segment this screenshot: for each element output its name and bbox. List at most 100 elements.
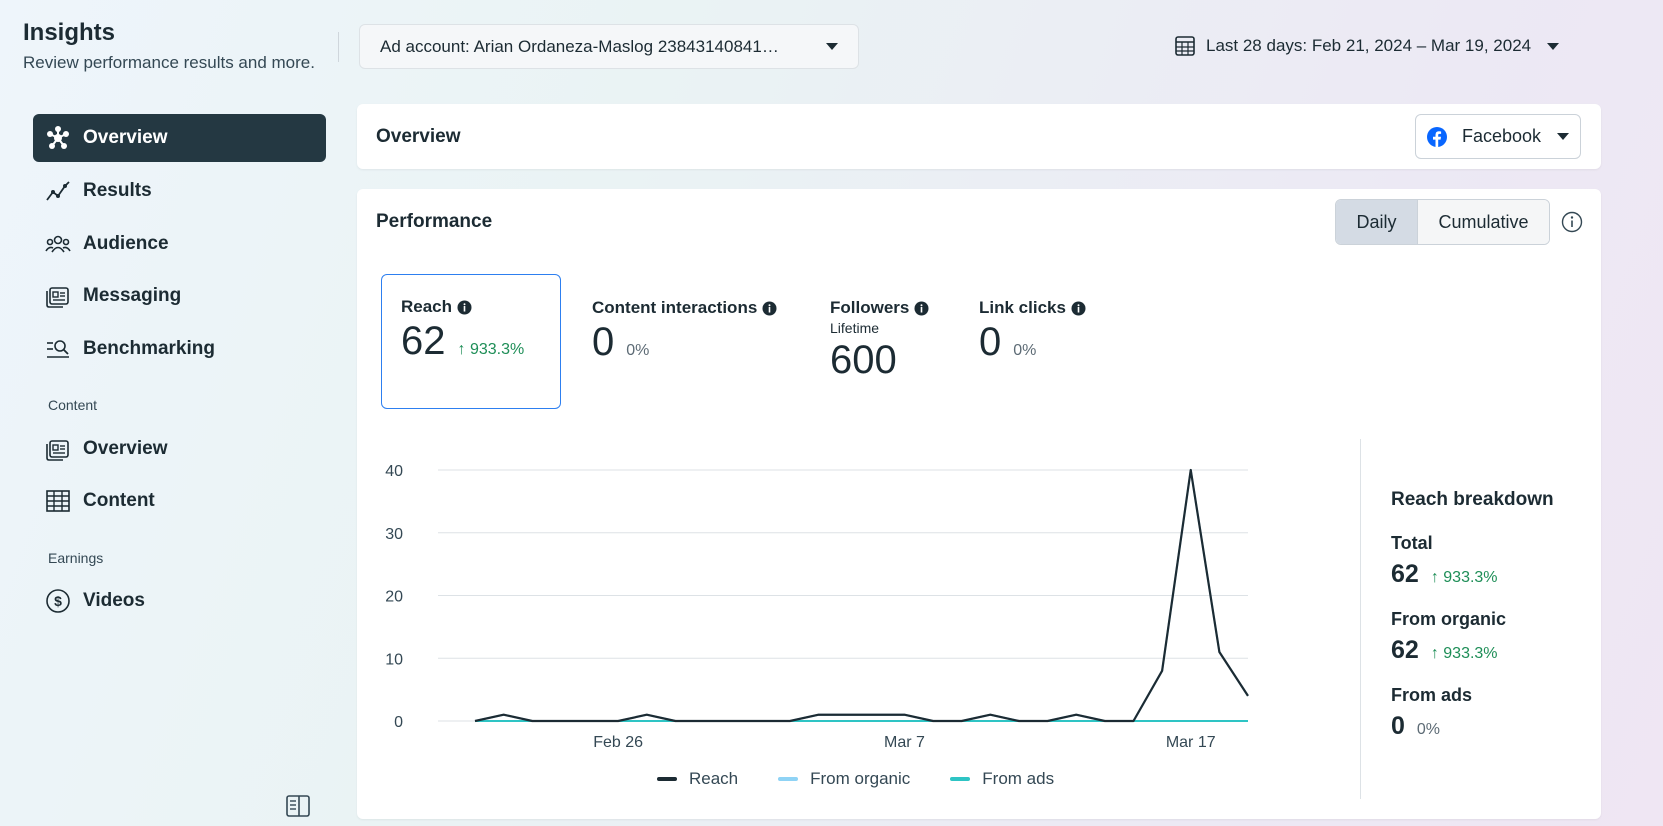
platform-label: Facebook	[1462, 126, 1542, 146]
metric-label: Reach	[401, 297, 453, 316]
sidebar-section-earnings: Earnings	[48, 550, 104, 566]
chart-legend: Reach From organic From ads	[657, 769, 1094, 789]
series-line-reach	[474, 468, 1249, 723]
collapse-sidebar-icon[interactable]	[286, 795, 310, 817]
metric-label: Followers	[830, 298, 910, 317]
sidebar-item-content-overview[interactable]: Overview	[33, 425, 326, 473]
sidebar-item-messaging[interactable]: Messaging	[33, 272, 326, 320]
breakdown-total-value: 62	[1391, 560, 1419, 588]
reach-breakdown: Reach breakdown Total 62 ↑ 933.3% From o…	[1391, 489, 1591, 761]
breakdown-divider	[1360, 439, 1361, 799]
breakdown-organic-value: 62	[1391, 636, 1419, 664]
chevron-down-icon	[826, 43, 838, 50]
info-icon[interactable]	[762, 301, 777, 316]
metric-value: 600	[830, 338, 897, 382]
facebook-logo-icon	[1427, 126, 1447, 147]
daily-button[interactable]: Daily	[1336, 200, 1417, 244]
breakdown-total-delta: ↑ 933.3%	[1430, 569, 1498, 586]
y-tick-label: 40	[385, 463, 403, 480]
metric-value: 62	[401, 319, 446, 363]
breakdown-total-label: Total	[1391, 533, 1433, 553]
sidebar-item-videos[interactable]: $ Videos	[33, 577, 326, 625]
cumulative-button[interactable]: Cumulative	[1417, 200, 1549, 244]
legend-item-organic[interactable]: From organic	[778, 769, 910, 789]
messaging-icon	[45, 283, 71, 309]
date-range-label: Last 28 days: Feb 21, 2024 – Mar 19, 202…	[1206, 36, 1532, 55]
dollar-icon: $	[45, 588, 71, 614]
info-icon[interactable]	[457, 300, 472, 315]
metric-content-interactions[interactable]: Content interactions 0 0%	[592, 298, 777, 364]
metric-value: 0	[592, 320, 615, 364]
calendar-icon	[1175, 36, 1195, 56]
legend-label: From ads	[982, 769, 1055, 788]
daily-cumulative-toggle: Daily Cumulative	[1335, 199, 1550, 245]
sidebar-item-overview[interactable]: Overview	[33, 114, 326, 162]
metric-reach[interactable]: Reach 62 ↑ 933.3%	[381, 274, 561, 409]
breakdown-organic-delta: ↑ 933.3%	[1430, 645, 1498, 662]
legend-swatch	[657, 777, 677, 781]
y-tick-label: 0	[394, 714, 403, 731]
metric-delta: 0%	[626, 342, 650, 359]
overview-card: Overview Facebook	[357, 104, 1601, 169]
info-icon[interactable]	[914, 301, 929, 316]
y-tick-label: 20	[385, 589, 403, 606]
ad-account-dropdown[interactable]: Ad account: Arian Ordaneza-Maslog 238431…	[359, 24, 859, 69]
performance-card: Performance Daily Cumulative Reach 62 ↑ …	[357, 189, 1601, 819]
x-tick-label: Mar 7	[884, 734, 925, 751]
chevron-down-icon	[1547, 42, 1560, 50]
x-tick-label: Mar 17	[1166, 734, 1216, 751]
metric-followers[interactable]: Followers Lifetime 600	[830, 298, 929, 382]
info-icon[interactable]	[1561, 211, 1583, 233]
legend-item-reach[interactable]: Reach	[657, 769, 738, 789]
table-icon	[45, 488, 71, 514]
sidebar-item-label: Benchmarking	[83, 338, 215, 359]
sidebar-item-label: Overview	[83, 438, 168, 459]
breakdown-ads-label: From ads	[1391, 685, 1473, 705]
overview-card-title: Overview	[376, 126, 461, 147]
performance-title: Performance	[376, 211, 493, 232]
info-icon[interactable]	[1071, 301, 1086, 316]
svg-text:$: $	[54, 593, 62, 609]
benchmarking-icon	[45, 336, 71, 362]
chevron-down-icon	[1557, 133, 1570, 140]
metric-label: Link clicks	[979, 298, 1066, 317]
ad-account-label: Ad account: Arian Ordaneza-Maslog 238431…	[380, 36, 779, 56]
sidebar-item-label: Videos	[83, 590, 145, 611]
y-tick-label: 30	[385, 526, 403, 543]
overview-icon	[45, 125, 71, 151]
sidebar-item-label: Overview	[83, 127, 168, 148]
sidebar-section-content: Content	[48, 397, 98, 413]
y-tick-label: 10	[385, 651, 403, 668]
breakdown-organic-label: From organic	[1391, 609, 1507, 629]
sidebar-item-results[interactable]: Results	[33, 167, 326, 215]
content-overview-icon	[45, 436, 71, 462]
metric-link-clicks[interactable]: Link clicks 0 0%	[979, 298, 1086, 364]
legend-label: Reach	[689, 769, 739, 788]
sidebar-item-content[interactable]: Content	[33, 477, 326, 525]
metric-delta: ↑ 933.3%	[457, 341, 525, 358]
date-range-dropdown[interactable]: Last 28 days: Feb 21, 2024 – Mar 19, 202…	[1174, 30, 1560, 62]
sidebar-item-label: Content	[83, 490, 155, 511]
legend-swatch	[778, 777, 799, 781]
platform-dropdown[interactable]: Facebook	[1415, 114, 1581, 159]
breakdown-title: Reach breakdown	[1391, 489, 1554, 510]
page-title: Insights	[23, 19, 116, 46]
page-subtitle: Review performance results and more.	[23, 53, 315, 72]
audience-icon	[45, 231, 71, 257]
legend-swatch	[950, 777, 971, 781]
breakdown-ads-value: 0	[1391, 712, 1405, 740]
metric-value: 0	[979, 320, 1002, 364]
metric-label: Content interactions	[592, 298, 758, 317]
sidebar-item-benchmarking[interactable]: Benchmarking	[33, 325, 326, 373]
header-divider	[338, 32, 339, 62]
metric-sublabel: Lifetime	[830, 320, 880, 336]
results-icon	[45, 178, 71, 204]
x-tick-label: Feb 26	[593, 734, 643, 751]
legend-label: From organic	[810, 769, 911, 788]
reach-line-chart: 0 10 20 30 40 Feb 26 Mar 7 Mar 17	[385, 463, 1249, 751]
breakdown-ads-delta: 0%	[1416, 721, 1441, 738]
sidebar-item-label: Audience	[83, 233, 169, 254]
sidebar-item-audience[interactable]: Audience	[33, 220, 326, 268]
sidebar-item-label: Messaging	[83, 285, 182, 306]
legend-item-ads[interactable]: From ads	[950, 769, 1054, 789]
